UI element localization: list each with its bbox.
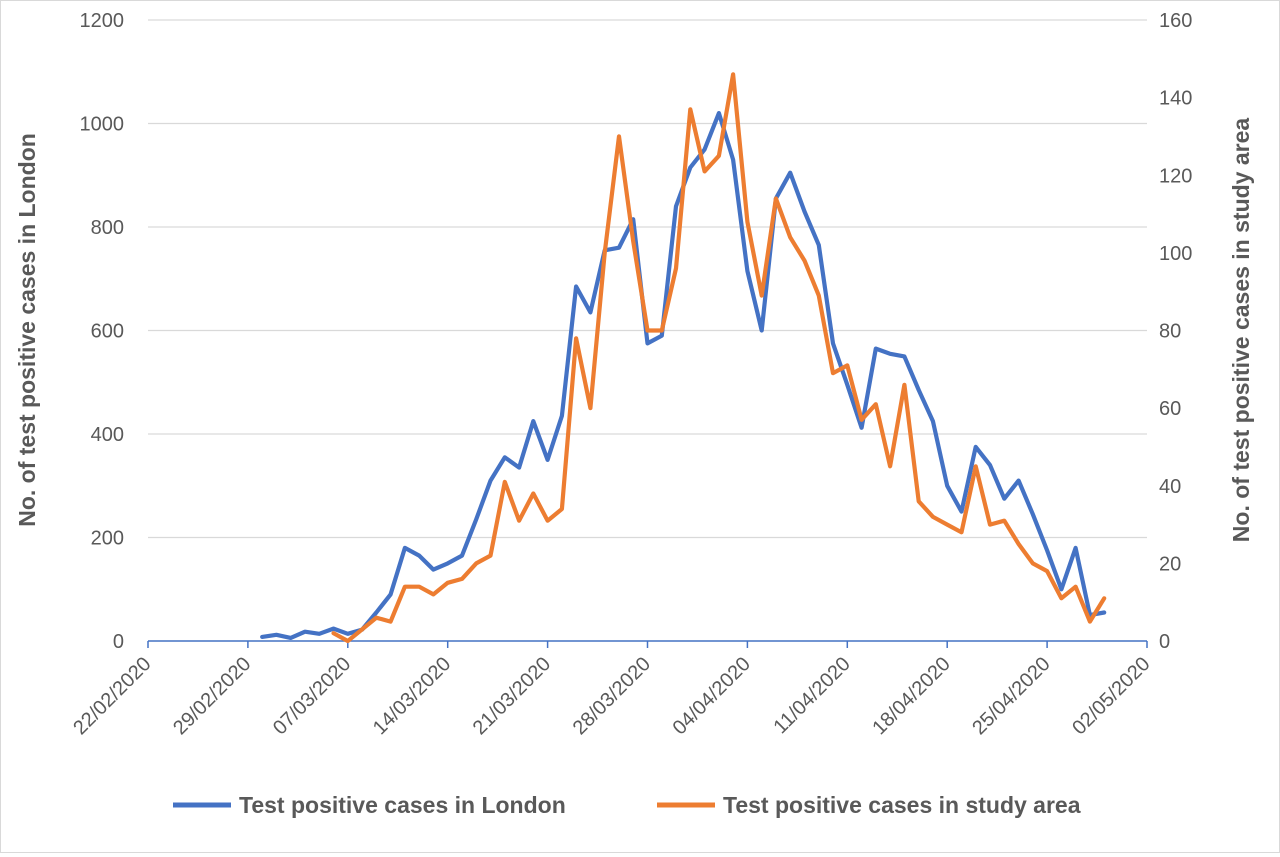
x-tick-label: 18/04/2020 — [868, 653, 954, 739]
x-tick-label: 25/04/2020 — [968, 653, 1054, 739]
tick-labels: 0 200 400 600 800 1000 1200 0 20 40 60 80 100 120 140 1… — [69, 10, 1192, 739]
y2-tick-label: 80 — [1159, 321, 1181, 343]
y2-axis-title: No. of test positive cases in study area — [1228, 118, 1254, 543]
y2-tick-label: 40 — [1159, 476, 1181, 498]
y2-tick-label: 100 — [1159, 243, 1192, 265]
legend-label-london: Test positive cases in London — [239, 792, 566, 818]
x-tick-label: 29/02/2020 — [169, 653, 255, 739]
series-line-study-area — [331, 72, 1107, 644]
y-axis-title: No. of test positive cases in London — [14, 133, 40, 527]
y-tick-label: 600 — [91, 321, 124, 343]
y2-tick-label: 120 — [1159, 165, 1192, 187]
legend-label-study-area: Test positive cases in study area — [723, 792, 1081, 818]
y-tick-label: 200 — [91, 528, 124, 550]
y2-tick-label: 0 — [1159, 631, 1170, 653]
y-tick-label: 0 — [113, 631, 124, 653]
x-tick-label: 28/03/2020 — [569, 653, 655, 739]
y2-tick-label: 140 — [1159, 88, 1192, 110]
x-tick-label: 22/02/2020 — [69, 653, 155, 739]
x-tick-label: 07/03/2020 — [269, 653, 355, 739]
y-tick-label: 400 — [91, 424, 124, 446]
y-tick-label: 1200 — [80, 10, 125, 32]
x-tick-label: 14/03/2020 — [369, 653, 455, 739]
x-tick-label: 04/04/2020 — [669, 653, 755, 739]
y2-tick-label: 20 — [1159, 553, 1181, 575]
axes — [147, 640, 1148, 648]
gridlines — [148, 19, 1147, 539]
legend: Test positive cases in London Test posit… — [173, 792, 1081, 818]
y2-tick-label: 160 — [1159, 10, 1192, 32]
y2-tick-label: 60 — [1159, 398, 1181, 420]
x-tick-label: 02/05/2020 — [1068, 653, 1154, 739]
x-tick-label: 11/04/2020 — [770, 653, 855, 738]
x-tick-label: 21/03/2020 — [469, 653, 555, 739]
y-tick-label: 1000 — [80, 114, 125, 136]
y-tick-label: 800 — [91, 217, 124, 239]
series-lines — [260, 72, 1107, 644]
